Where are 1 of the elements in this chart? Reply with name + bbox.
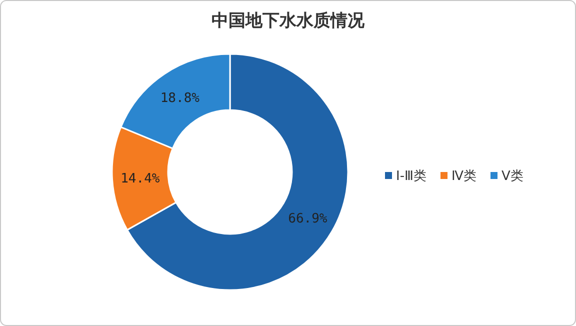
title: 中国地下水水质情况 [212,11,364,31]
